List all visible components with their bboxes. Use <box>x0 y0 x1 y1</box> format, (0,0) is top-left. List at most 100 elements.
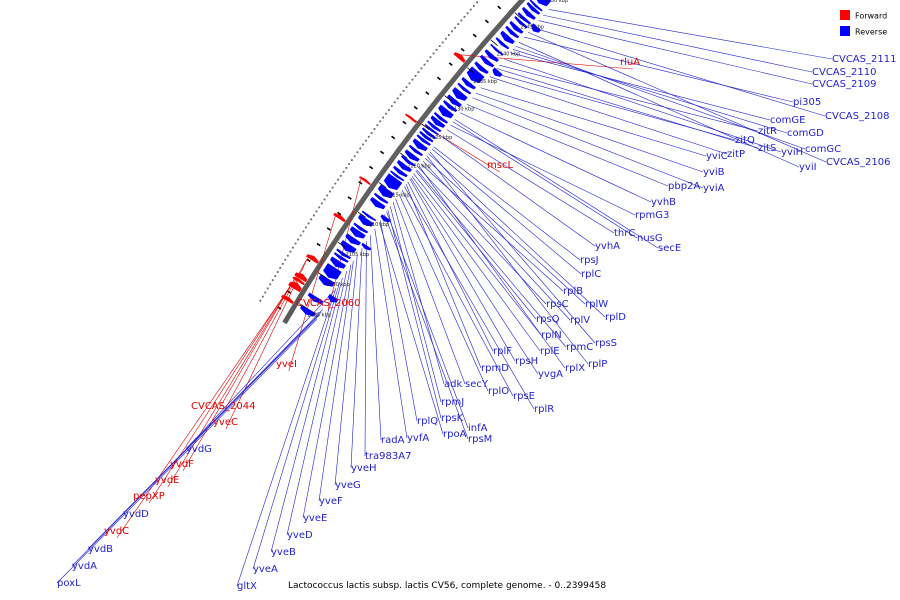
ring-tick <box>484 19 489 24</box>
leader-line <box>416 169 567 348</box>
gene-reverse-5 <box>333 252 349 263</box>
gene-reverse-47 <box>517 12 532 25</box>
leader-line <box>426 155 589 365</box>
leader-line <box>452 121 638 239</box>
leader-line <box>418 166 566 369</box>
tick-label: 2140 kbp <box>497 52 521 58</box>
leader-line <box>401 189 514 397</box>
gene-label-rpsh: rpsH <box>515 356 538 367</box>
gene-reverse-50 <box>529 0 543 12</box>
gene-reverse-inner-3 <box>492 67 503 77</box>
gene-label-yvga: yvgA <box>538 369 563 380</box>
gene-reverse-42 <box>495 37 510 50</box>
gene-reverse-6 <box>336 248 352 260</box>
gene-label-rplc: rplC <box>581 269 601 280</box>
gene-label-zits: zitS <box>758 143 776 154</box>
ring-dot <box>420 67 423 70</box>
ring-dot <box>342 170 345 173</box>
ring-dot <box>385 112 387 115</box>
ring-dot <box>359 147 362 150</box>
leader-line <box>318 260 354 502</box>
gene-label-rplx: rplX <box>565 363 585 374</box>
ring-dot <box>473 5 475 7</box>
gene-label-yveg: yveG <box>335 480 361 491</box>
legend-reverse-swatch <box>840 26 850 36</box>
tick-label: 2120 kbp <box>407 164 431 170</box>
gene-reverse-34 <box>452 86 468 101</box>
leader-line <box>334 254 358 486</box>
gene-reverse-18 <box>393 165 408 178</box>
leader-line <box>475 92 704 173</box>
gene-reverse-14 <box>373 192 389 204</box>
ring-dot <box>339 174 342 177</box>
gene-label-yvee: yveE <box>303 513 327 524</box>
gene-label-rplb: rplB <box>563 286 583 297</box>
leader-line <box>409 178 516 362</box>
leader-line <box>450 124 636 216</box>
ring-dot <box>405 86 408 89</box>
gene-reverse-inner-4 <box>530 23 542 33</box>
ring-dot <box>365 139 367 142</box>
gene-label-gltx: gltX <box>237 581 257 592</box>
leader-line <box>510 52 771 121</box>
tick-label: 2115 kbp <box>386 193 410 199</box>
gene-label-yved: yveD <box>287 530 313 541</box>
leader-line <box>392 202 445 385</box>
leader-line <box>56 319 318 584</box>
leader-line <box>411 175 541 352</box>
gene-reverse-23 <box>412 138 428 152</box>
leader-line <box>404 186 535 410</box>
ring-dot <box>266 287 269 290</box>
ring-tick <box>369 165 374 170</box>
ring-tick <box>472 33 477 38</box>
gene-forward-7 <box>404 113 417 124</box>
ring-dot <box>345 167 348 169</box>
gene-label-yvic: yviC <box>706 151 728 162</box>
ring-dot <box>271 279 274 282</box>
ring-dot <box>367 135 370 138</box>
backbone-arc <box>282 0 526 325</box>
gene-reverse-8 <box>345 233 361 246</box>
ring-tick <box>425 91 430 95</box>
leader-line <box>472 97 704 189</box>
ring-dot <box>302 230 305 233</box>
gene-label-yvii: yviI <box>799 162 817 173</box>
ring-dot <box>279 267 282 269</box>
gene-reverse-17 <box>390 170 405 182</box>
gene-label-rpse: rpsE <box>513 391 535 402</box>
gene-label-rplo: rplO <box>488 386 509 397</box>
gene-features <box>280 0 552 317</box>
leader-line <box>422 160 571 321</box>
ring-dot <box>460 19 463 22</box>
gene-forward-6 <box>358 176 371 186</box>
gene-label-rpmg3: rpmG3 <box>635 210 669 221</box>
gene-label-yvib: yviB <box>703 167 725 178</box>
leader-line <box>441 136 596 247</box>
ring-dot <box>259 299 262 302</box>
gene-label-rple: rplE <box>540 346 560 357</box>
gene-label-rplr: rplR <box>534 404 554 415</box>
leader-line <box>185 290 335 450</box>
ring-dot <box>356 151 359 154</box>
gene-reverse-49 <box>526 1 541 15</box>
gene-label-infa: infA <box>468 423 488 434</box>
gene-label-mscl: mscL <box>487 160 513 171</box>
gene-label-rpmc: rpmC <box>566 342 593 353</box>
ring-dot <box>348 163 351 165</box>
leader-line <box>370 235 382 441</box>
ring-dot <box>414 74 417 77</box>
scale-tick <box>421 123 430 130</box>
gene-label-cvcas-2060: CVCAS_2060 <box>296 298 360 309</box>
ring-dot <box>305 226 307 229</box>
scale-tick <box>444 95 452 102</box>
leader-line <box>499 64 759 132</box>
ring-dot <box>284 258 287 261</box>
ring-dot <box>292 246 294 249</box>
leader-line <box>466 104 669 187</box>
ring-dot <box>408 82 411 85</box>
gene-label-poxl: poxL <box>57 578 81 589</box>
gene-label-rpmj: rpmJ <box>441 397 464 408</box>
gene-label-comgc: comGC <box>805 144 841 155</box>
ring-dot <box>441 41 444 44</box>
